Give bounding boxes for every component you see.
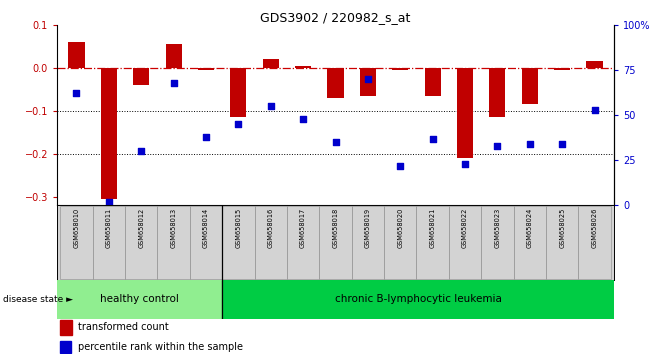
Text: chronic B-lymphocytic leukemia: chronic B-lymphocytic leukemia bbox=[335, 294, 501, 304]
Bar bbox=[578, 206, 611, 279]
Text: GSM658015: GSM658015 bbox=[236, 207, 242, 248]
Text: GSM658024: GSM658024 bbox=[527, 207, 533, 248]
Bar bbox=[360, 68, 376, 96]
Bar bbox=[457, 68, 473, 158]
Bar bbox=[222, 280, 614, 319]
Point bbox=[589, 107, 600, 113]
Bar bbox=[93, 206, 125, 279]
Text: GSM658011: GSM658011 bbox=[106, 207, 112, 248]
Bar bbox=[262, 59, 279, 68]
Text: GSM658019: GSM658019 bbox=[365, 207, 371, 248]
Bar bbox=[68, 42, 85, 68]
Text: GSM658026: GSM658026 bbox=[592, 207, 598, 248]
Bar bbox=[481, 206, 513, 279]
Bar bbox=[384, 206, 417, 279]
Text: GSM658020: GSM658020 bbox=[397, 207, 403, 248]
Bar bbox=[60, 320, 72, 335]
Bar bbox=[158, 206, 190, 279]
Point bbox=[525, 141, 535, 147]
Bar bbox=[489, 68, 505, 117]
Text: GSM658010: GSM658010 bbox=[73, 207, 79, 248]
Bar bbox=[449, 206, 481, 279]
Text: GSM658025: GSM658025 bbox=[559, 207, 565, 248]
Point bbox=[427, 136, 438, 141]
Bar bbox=[554, 68, 570, 70]
Point bbox=[362, 76, 373, 82]
Text: GSM658018: GSM658018 bbox=[333, 207, 338, 248]
Bar bbox=[60, 206, 93, 279]
Point bbox=[233, 121, 244, 127]
Text: GSM658022: GSM658022 bbox=[462, 207, 468, 248]
Point bbox=[557, 141, 568, 147]
Bar bbox=[521, 68, 538, 104]
Text: GSM658016: GSM658016 bbox=[268, 207, 274, 248]
Bar bbox=[125, 206, 158, 279]
Bar bbox=[319, 206, 352, 279]
Text: GSM658012: GSM658012 bbox=[138, 207, 144, 248]
Bar bbox=[425, 68, 441, 96]
Bar bbox=[101, 68, 117, 199]
Point bbox=[460, 161, 470, 167]
Bar bbox=[546, 206, 578, 279]
Point bbox=[168, 80, 179, 85]
Bar bbox=[327, 68, 344, 98]
Point bbox=[71, 91, 82, 96]
Point bbox=[103, 199, 114, 205]
Bar bbox=[190, 206, 222, 279]
Bar bbox=[352, 206, 384, 279]
Bar bbox=[222, 206, 254, 279]
Text: GSM658014: GSM658014 bbox=[203, 207, 209, 248]
Point bbox=[395, 163, 406, 169]
Bar bbox=[230, 68, 246, 117]
Bar bbox=[417, 206, 449, 279]
Bar bbox=[295, 65, 311, 68]
Text: GSM658021: GSM658021 bbox=[429, 207, 435, 248]
Bar bbox=[513, 206, 546, 279]
Title: GDS3902 / 220982_s_at: GDS3902 / 220982_s_at bbox=[260, 11, 411, 24]
Bar bbox=[254, 206, 287, 279]
Point bbox=[201, 134, 211, 139]
Text: percentile rank within the sample: percentile rank within the sample bbox=[78, 342, 243, 352]
Text: GSM658013: GSM658013 bbox=[170, 207, 176, 248]
Point bbox=[298, 116, 309, 121]
Bar bbox=[166, 44, 182, 68]
Bar bbox=[287, 206, 319, 279]
Point bbox=[265, 103, 276, 109]
Point bbox=[330, 139, 341, 145]
Text: disease state ►: disease state ► bbox=[3, 295, 73, 304]
Text: GSM658023: GSM658023 bbox=[495, 207, 501, 248]
Text: GSM658017: GSM658017 bbox=[300, 207, 306, 248]
Point bbox=[136, 148, 146, 154]
Point bbox=[492, 143, 503, 149]
Bar bbox=[133, 68, 150, 85]
Bar bbox=[586, 61, 603, 68]
Bar bbox=[392, 68, 409, 70]
Bar bbox=[57, 280, 222, 319]
Text: healthy control: healthy control bbox=[100, 294, 179, 304]
Bar bbox=[60, 341, 71, 353]
Bar bbox=[198, 68, 214, 70]
Text: transformed count: transformed count bbox=[78, 322, 168, 332]
